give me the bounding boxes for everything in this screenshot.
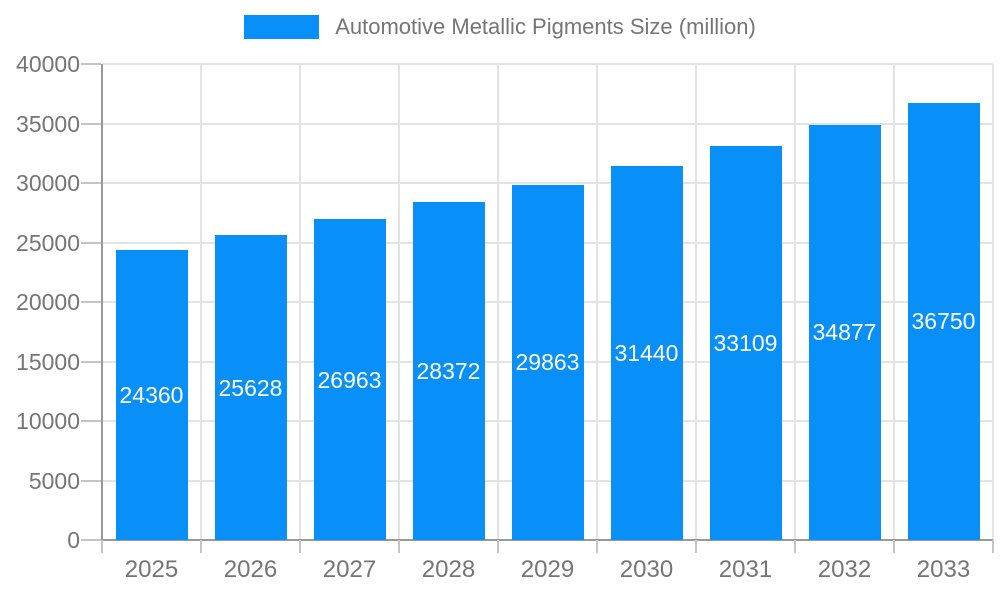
x-axis-label: 2025 [124, 556, 179, 583]
x-gridline [893, 64, 895, 540]
bar-value-label: 31440 [614, 339, 679, 366]
bar-2033 [907, 102, 980, 540]
bar-2025 [115, 250, 188, 540]
x-axis-tick [497, 540, 499, 553]
y-axis-label: 5000 [28, 467, 80, 494]
legend-label[interactable]: Automotive Metallic Pigments Size (milli… [335, 14, 756, 39]
y-axis-label: 15000 [16, 348, 80, 375]
y-axis-label: 0 [67, 527, 80, 553]
x-gridline [992, 64, 994, 540]
x-gridline [200, 64, 202, 540]
x-axis-tick [101, 540, 103, 553]
bar-2029 [511, 184, 584, 540]
y-axis-tick [81, 539, 101, 541]
bar-2026 [214, 235, 287, 540]
x-axis-tick [893, 540, 895, 553]
y-gridline [102, 63, 993, 65]
x-axis-line [102, 539, 993, 541]
x-axis-tick [299, 540, 301, 553]
bar-2032 [808, 124, 881, 540]
bar-2028 [412, 202, 485, 540]
x-gridline [398, 64, 400, 540]
y-axis-label: 35000 [16, 110, 80, 137]
bar-value-label: 33109 [713, 330, 778, 356]
y-axis-label: 10000 [16, 408, 80, 434]
x-gridline [596, 64, 598, 540]
bar-2030 [610, 165, 683, 540]
x-axis-tick [596, 540, 598, 553]
x-gridline [497, 64, 499, 540]
bar-value-label: 36750 [911, 308, 976, 335]
x-axis-label: 2027 [322, 556, 377, 583]
y-axis-label: 20000 [16, 289, 80, 315]
x-axis-label: 2026 [223, 556, 278, 583]
bar-2031 [709, 146, 782, 540]
bar-value-label: 24360 [119, 382, 184, 409]
y-axis-tick [81, 420, 101, 422]
y-axis-label: 25000 [16, 229, 80, 256]
bar-value-label: 34877 [812, 319, 877, 346]
x-axis-tick [200, 540, 202, 553]
y-axis-tick [81, 122, 101, 125]
bar-2027 [313, 219, 386, 540]
chart-legend: Automotive Metallic Pigments Size (milli… [0, 14, 1000, 40]
x-axis-tick [794, 540, 796, 553]
y-axis-label: 30000 [16, 170, 80, 196]
plot-area: 40000 35000 30000 25000 20000 15000 10000 5000 0… [16, 51, 994, 583]
y-axis-tick [81, 241, 101, 244]
bar-value-label: 28372 [416, 358, 481, 385]
x-axis-tick [695, 540, 697, 553]
x-axis-label: 2028 [421, 556, 476, 583]
y-axis-line [101, 64, 103, 540]
x-gridline [299, 64, 301, 540]
x-axis-label: 2033 [916, 556, 971, 583]
x-axis-label: 2029 [520, 556, 575, 583]
x-axis-tick [398, 540, 400, 553]
x-gridline [695, 64, 697, 540]
legend-swatch[interactable] [244, 15, 320, 39]
y-axis-tick [81, 63, 101, 65]
bar-value-label: 26963 [317, 366, 382, 393]
x-axis-label: 2031 [718, 556, 773, 583]
y-axis-tick [81, 182, 101, 184]
x-gridline [794, 64, 796, 540]
y-axis-tick [81, 479, 101, 482]
y-gridline [102, 122, 993, 125]
y-axis-tick [81, 301, 101, 303]
x-axis-label: 2030 [619, 556, 674, 583]
y-axis-label: 40000 [16, 51, 80, 77]
x-axis-tick [992, 540, 994, 553]
y-gridline [102, 182, 993, 184]
bar-value-label: 25628 [218, 374, 283, 401]
y-axis-tick [81, 360, 101, 363]
x-axis-label: 2032 [817, 556, 872, 583]
bar-value-label: 29863 [515, 349, 580, 376]
